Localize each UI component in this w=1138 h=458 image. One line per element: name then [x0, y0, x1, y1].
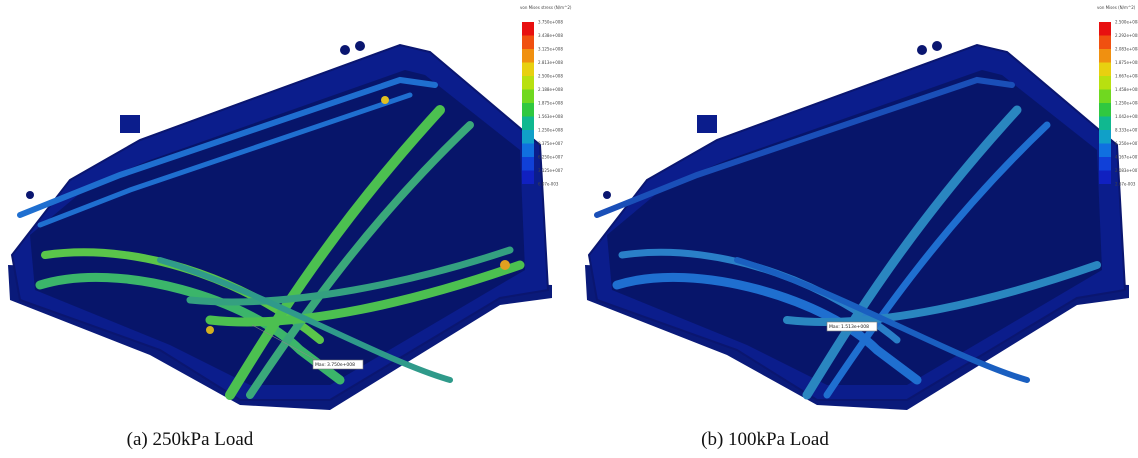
- legend-title: von Mises stress (N/m^2): [520, 5, 572, 10]
- caption: (b) 100kPa Load: [701, 429, 829, 450]
- legend-band: [1099, 90, 1111, 104]
- probe-label: Max:: [829, 324, 840, 330]
- panel: von Mises (N/m^2) 2.500e+008 2.292e+008 2.0…: [585, 5, 1138, 410]
- legend-label: 9.375e+007: [538, 141, 563, 146]
- legend-band: [522, 22, 534, 36]
- legend-label: 3.125e+008: [538, 47, 563, 52]
- legend-label: 1.250e+008: [1115, 101, 1138, 106]
- legend-label: 6.07e-003: [538, 182, 559, 187]
- legend-band: [522, 144, 534, 158]
- legend-band: [522, 130, 534, 144]
- legend-band: [1099, 63, 1111, 77]
- legend-band: [1099, 103, 1111, 117]
- figure: von Mises stress (N/m^2) 3.750e+008 3.438e…: [0, 0, 1138, 458]
- legend-label: 6.250e+007: [1115, 141, 1138, 146]
- legend-label: 3.438e+008: [538, 33, 563, 38]
- legend-label: 8.333e+007: [1115, 128, 1138, 133]
- legend-title: von Mises (N/m^2): [1097, 5, 1136, 10]
- legend-band: [1099, 144, 1111, 158]
- legend-band: [1099, 130, 1111, 144]
- legend-band: [1099, 49, 1111, 63]
- legend-band: [1099, 171, 1111, 185]
- legend-band: [1099, 117, 1111, 131]
- probe-label: Max:: [315, 362, 326, 368]
- legend-band: [522, 76, 534, 90]
- legend-label: 1.042e+008: [1115, 114, 1138, 119]
- legend-label: 1.250e+008: [538, 128, 563, 133]
- legend-label: 2.292e+008: [1115, 33, 1138, 38]
- legend-label: 2.813e+008: [538, 60, 563, 65]
- legend-band: [522, 90, 534, 104]
- legend-label: 6.250e+007: [538, 155, 563, 160]
- legend-label: 2.083e+008: [1115, 47, 1138, 52]
- legend-band: [522, 49, 534, 63]
- legend-label: 2.500e+008: [1115, 20, 1138, 25]
- legend-label: 2.67e-003: [1115, 182, 1136, 187]
- legend-band: [522, 36, 534, 50]
- legend-band: [1099, 76, 1111, 90]
- legend-label: 2.188e+008: [538, 87, 563, 92]
- legend-label: 2.083e+007: [1115, 168, 1138, 173]
- legend-band: [1099, 22, 1111, 36]
- legend-label: 1.563e+008: [538, 114, 563, 119]
- legend-label: 3.750e+008: [538, 20, 563, 25]
- legend-label: 4.167e+007: [1115, 155, 1138, 160]
- legend-label: 1.667e+008: [1115, 74, 1138, 79]
- legend-band: [1099, 157, 1111, 171]
- legend-label: 1.458e+008: [1115, 87, 1138, 92]
- probe-value: 3.750e+008: [327, 362, 355, 368]
- legend-band: [522, 103, 534, 117]
- legend-label: 2.500e+008: [538, 74, 563, 79]
- legend-band: [522, 63, 534, 77]
- legend-label: 1.875e+008: [1115, 60, 1138, 65]
- legend-band: [1099, 36, 1111, 50]
- legend-band: [522, 157, 534, 171]
- legend-label: 1.875e+008: [538, 101, 563, 106]
- panel: von Mises stress (N/m^2) 3.750e+008 3.438e…: [8, 5, 572, 410]
- legend-band: [522, 117, 534, 131]
- probe-value: 1.513e+008: [841, 324, 869, 330]
- legend-band: [522, 171, 534, 185]
- legend-label: 3.125e+007: [538, 168, 563, 173]
- caption: (a) 250kPa Load: [127, 429, 254, 450]
